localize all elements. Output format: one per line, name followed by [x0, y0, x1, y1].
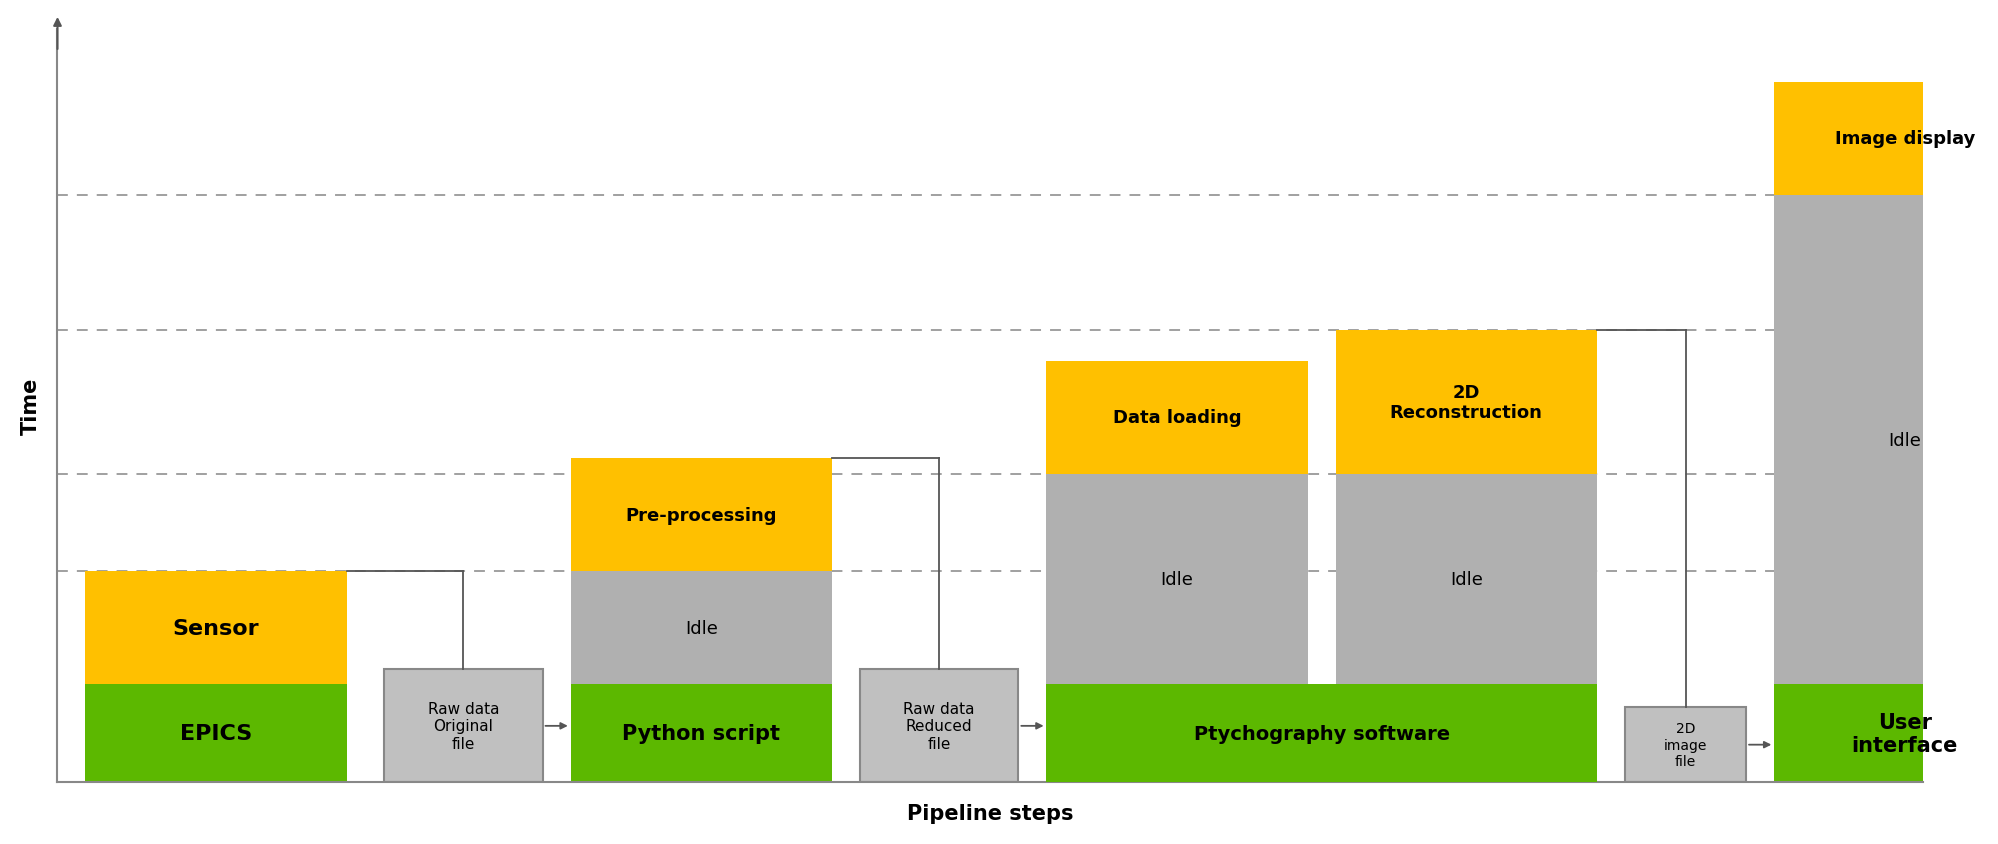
Text: Image display: Image display	[1834, 130, 1974, 149]
FancyBboxPatch shape	[1624, 707, 1746, 782]
Bar	[1045, 474, 1307, 684]
Text: Raw data
Reduced
file: Raw data Reduced file	[903, 701, 975, 751]
Text: Ptychography software: Ptychography software	[1193, 724, 1449, 743]
Text: Idle: Idle	[1888, 431, 1920, 449]
Bar	[569, 684, 831, 782]
Bar	[1774, 83, 1998, 196]
Text: Idle: Idle	[1449, 571, 1483, 588]
Bar	[1045, 684, 1307, 782]
Text: Python script: Python script	[621, 723, 779, 744]
Bar	[1335, 684, 1596, 782]
Bar	[86, 571, 346, 684]
Bar	[569, 459, 831, 571]
Y-axis label: Time: Time	[20, 377, 40, 435]
Text: 2D
Reconstruction: 2D Reconstruction	[1389, 383, 1542, 422]
Bar	[1335, 331, 1596, 474]
Text: Idle: Idle	[685, 619, 717, 637]
Text: Pre-processing: Pre-processing	[625, 506, 777, 524]
Text: Sensor: Sensor	[172, 618, 260, 638]
Bar	[1774, 196, 1998, 684]
FancyBboxPatch shape	[859, 669, 1017, 782]
Text: Raw data
Original
file: Raw data Original file	[428, 701, 500, 751]
Bar	[86, 684, 346, 782]
Text: EPICS: EPICS	[180, 723, 252, 744]
Text: Idle: Idle	[1161, 571, 1193, 588]
X-axis label: Pipeline steps: Pipeline steps	[907, 803, 1073, 823]
FancyBboxPatch shape	[384, 669, 541, 782]
Bar	[1045, 361, 1307, 474]
Bar	[569, 571, 831, 684]
Text: 2D
image
file: 2D image file	[1662, 722, 1706, 768]
Bar	[1774, 684, 1998, 782]
Text: Data loading: Data loading	[1113, 408, 1241, 426]
Bar	[1335, 474, 1596, 684]
Text: User
interface: User interface	[1850, 712, 1956, 755]
Bar	[1045, 684, 1596, 782]
